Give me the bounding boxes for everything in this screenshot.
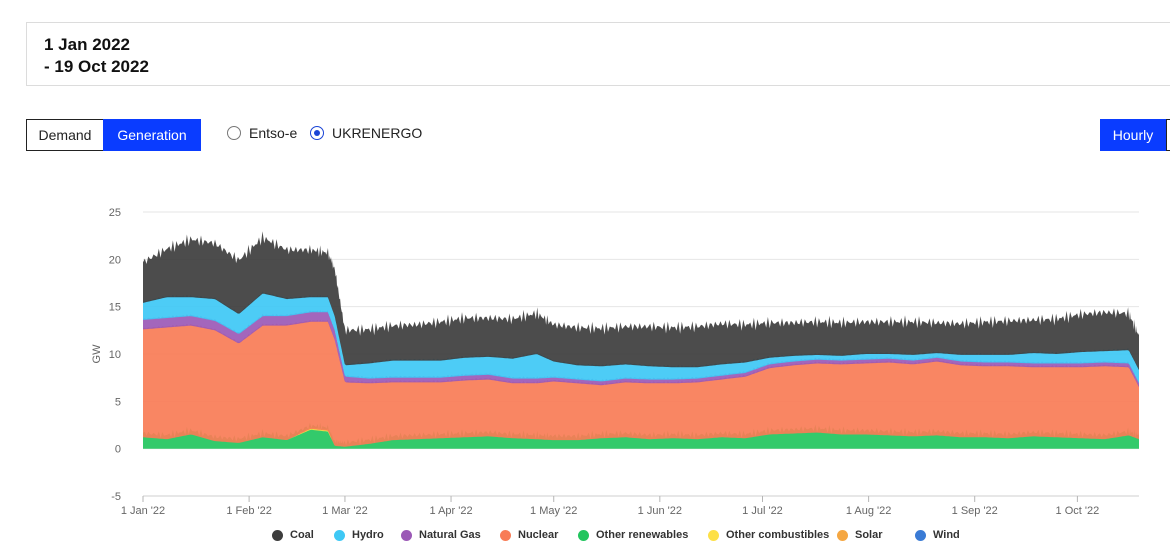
legend-item-natural-gas[interactable]: Natural Gas [401,529,481,541]
x-tick-label: 1 Mar '22 [322,505,368,517]
y-tick-label: 25 [109,207,121,219]
series-area-coal [143,231,1139,371]
demand-toggle-button[interactable]: Demand [26,119,104,151]
legend-swatch [837,529,848,541]
legend-item-wind[interactable]: Wind [915,529,960,541]
hourly-button[interactable]: Hourly [1100,119,1166,151]
legend-label: Wind [933,529,960,541]
legend-label: Hydro [352,529,384,541]
legend-swatch [578,529,589,541]
series-area-nuclear [143,319,1139,447]
x-tick-label: 1 Jan '22 [121,505,165,517]
next-resolution-button-edge[interactable] [1166,119,1170,151]
x-tick-label: 1 Oct '22 [1056,505,1100,517]
x-tick-label: 1 Jun '22 [638,505,682,517]
legend-item-hydro[interactable]: Hydro [334,529,384,541]
ukrenergo-radio-label[interactable]: UKRENERGO [332,125,423,141]
legend-swatch [915,529,926,541]
date-range-box[interactable]: 1 Jan 2022 - 19 Oct 2022 [26,22,1170,86]
legend-label: Coal [290,529,314,541]
legend-swatch [272,529,283,541]
entsoe-radio-label[interactable]: Entso-e [249,125,298,141]
legend-swatch [500,529,511,541]
ukrenergo-radio[interactable] [310,126,324,140]
legend-label: Solar [855,529,883,541]
legend-swatch [708,529,719,541]
y-tick-label: 5 [115,396,121,408]
x-tick-label: 1 Aug '22 [846,505,892,517]
x-tick-label: 1 Apr '22 [430,505,473,517]
y-tick-label: 20 [109,254,121,266]
x-tick-label: 1 Jul '22 [742,505,783,517]
legend-item-coal[interactable]: Coal [272,529,314,541]
x-tick-label: 1 May '22 [530,505,577,517]
entsoe-radio[interactable] [227,126,241,140]
y-tick-label: -5 [111,491,121,503]
legend-swatch [401,529,412,541]
legend-item-other-combustibles[interactable]: Other combustibles [708,529,829,541]
legend-item-solar[interactable]: Solar [837,529,883,541]
legend-label: Other renewables [596,529,689,541]
chart-legend: Coal Hydro Natural Gas Nuclear Other renewab… [0,529,1170,547]
legend-label: Other combustibles [726,529,830,541]
legend-label: Nuclear [518,529,559,541]
generation-toggle-button[interactable]: Generation [103,119,201,151]
x-tick-label: 1 Sep '22 [952,505,998,517]
legend-label: Natural Gas [419,529,481,541]
date-range-start: 1 Jan 2022 [44,35,131,54]
legend-item-nuclear[interactable]: Nuclear [500,529,558,541]
date-range-end: - 19 Oct 2022 [44,57,149,76]
legend-swatch [334,529,345,541]
legend-item-other-renewables[interactable]: Other renewables [578,529,688,541]
y-axis-label: GW [91,344,103,364]
x-tick-label: 1 Feb '22 [226,505,272,517]
y-tick-label: 10 [109,349,121,361]
y-tick-label: 15 [109,302,121,314]
y-tick-label: 0 [115,444,121,456]
